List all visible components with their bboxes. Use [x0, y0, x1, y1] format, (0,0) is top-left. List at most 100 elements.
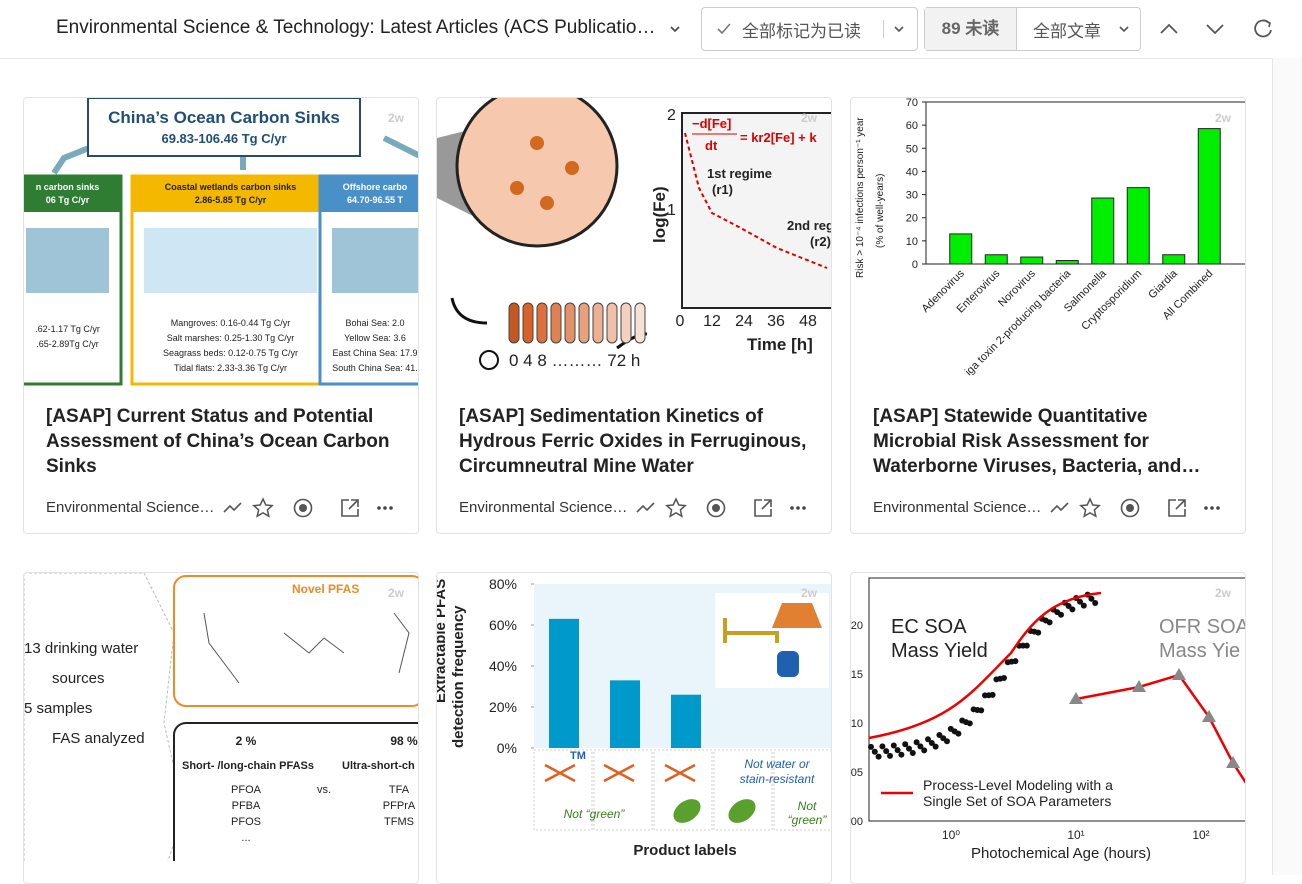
filter-dropdown[interactable]	[1117, 22, 1131, 36]
mark-dropdown[interactable]	[892, 22, 906, 36]
trend-icon[interactable]	[1050, 502, 1069, 513]
scatter-dot	[1035, 629, 1042, 636]
thumbnail: 0% 20% 40% 60% 80% Extractable PFASdetection …	[437, 576, 831, 859]
label-cell	[593, 749, 653, 831]
bar	[1055, 260, 1079, 265]
triangle	[1172, 668, 1186, 680]
panel-image	[144, 228, 317, 293]
star-icon[interactable]	[252, 497, 274, 518]
thumb-text: 98 %	[390, 734, 418, 748]
plot-area	[681, 112, 831, 309]
more-dot[interactable]	[377, 506, 381, 510]
article-title[interactable]: [ASAP] Current Status and Potential Asse…	[46, 406, 390, 477]
thumb-text: 05	[851, 767, 863, 779]
read-icon[interactable]	[293, 498, 313, 518]
y-tick-label: 20%	[489, 699, 517, 715]
feed-dropdown[interactable]	[668, 22, 682, 36]
actions	[1050, 497, 1220, 518]
thumb-text: Mass Yield	[891, 640, 988, 662]
thumb-text: dt	[705, 138, 718, 153]
more-dot[interactable]	[389, 506, 393, 510]
read-icon[interactable]	[706, 498, 726, 518]
thumb-text: PFPrA	[383, 800, 416, 812]
thumb-text: (r1)	[712, 182, 733, 197]
y-tick-label: 80%	[489, 576, 517, 592]
crossed-icon	[664, 763, 696, 783]
trend-icon[interactable]	[636, 502, 655, 513]
thumb-text: Seagrass beds: 0.12-0.75 Tg C/yr	[163, 348, 298, 358]
scrollbar[interactable]	[1272, 58, 1302, 875]
thumb-text: TFA	[389, 784, 410, 796]
article-card[interactable]: 0% 20% 40% 60% 80% Extractable PFAS detection …	[436, 572, 832, 884]
y-tick-label: 40%	[489, 658, 517, 674]
trend-icon[interactable]	[223, 502, 242, 513]
thumb-text: Coastal wetlands carbon sinks	[165, 182, 297, 192]
scatter-dot	[1012, 658, 1019, 665]
thumb-text: South China Sea: 41.	[332, 363, 418, 373]
panel-header	[320, 176, 418, 212]
more-dot[interactable]	[796, 506, 800, 510]
thumb-text: = kr2[Fe] + k	[740, 130, 817, 145]
age: 2w	[801, 586, 818, 600]
crossed-icon	[544, 763, 576, 783]
read-icon[interactable]	[1120, 498, 1140, 518]
open-icon[interactable]	[754, 499, 772, 517]
more-dot[interactable]	[1210, 506, 1214, 510]
scatter-dot	[966, 720, 973, 727]
thumb-text: 13 drinking water	[24, 640, 138, 657]
thumb-text: Product labels	[633, 842, 736, 859]
unread-count[interactable]: 89 未读	[925, 8, 1017, 50]
more-dot[interactable]	[1216, 506, 1220, 510]
y-tick-label: 60	[906, 120, 918, 132]
article-card[interactable]: Novel PFAS 13 drinking water sources 5 samp…	[23, 572, 419, 884]
scatter-dot	[1023, 642, 1030, 649]
feed-title[interactable]: Environmental Science & Technology: Late…	[56, 17, 662, 38]
more-dot[interactable]	[790, 506, 794, 510]
article-title[interactable]: [ASAP] Sedimentation Kinetics of Hydrous…	[459, 406, 807, 477]
more-dot[interactable]	[1204, 506, 1208, 510]
thumbnail-content: 0% 20% 40% 60% 80% Extractable PFASdetection …	[437, 576, 831, 859]
article-card[interactable]: EC SOA Mass Yield OFR SOA Mass Yie Process-L…	[850, 572, 1246, 884]
thumb-text: 5 samples	[24, 700, 92, 717]
article-card[interactable]: 0 10 20 30 40 50 60 70 Risk > 10⁻⁴ infections pe…	[850, 97, 1246, 534]
plot-frame	[868, 577, 1245, 822]
more-dot[interactable]	[383, 506, 387, 510]
thumb-text: Mass Yie	[1159, 640, 1240, 662]
read-dot	[712, 504, 720, 512]
open-icon[interactable]	[341, 499, 359, 517]
next-button[interactable]	[1206, 24, 1224, 35]
age: 2w	[388, 586, 405, 600]
filter-group: 89 未读 全部文章	[924, 7, 1141, 51]
thumb-text: Not	[798, 799, 817, 813]
thumb-text: 2nd reg	[787, 218, 831, 233]
read-dot	[1126, 504, 1134, 512]
refresh-button[interactable]	[1254, 19, 1272, 38]
thumb-text: sources	[52, 670, 105, 687]
thumb-text: 0	[676, 313, 685, 330]
mark-read-group: 全部标记为已读	[701, 7, 918, 51]
more-dot[interactable]	[802, 506, 806, 510]
thumbnail-content: 0 10 20 30 40 50 60 70 Risk > 10⁻⁴ infections pe…	[855, 98, 1245, 378]
filter[interactable]: 全部文章	[1033, 21, 1101, 41]
thumb-text: 10⁰	[942, 828, 960, 842]
actions	[223, 497, 393, 518]
heading-box	[87, 98, 361, 157]
open-icon[interactable]	[1168, 499, 1186, 517]
article-card[interactable]: China’s Ocean Carbon Sinks 69.83-106.46 T…	[23, 97, 419, 534]
map	[24, 573, 185, 861]
prev-button[interactable]	[1160, 23, 1178, 34]
test-tube	[508, 302, 520, 344]
star-icon[interactable]	[1079, 497, 1101, 518]
y-tick-label: 30	[906, 190, 918, 202]
test-tube	[578, 302, 590, 344]
thumbnail-content: −d[Fe] dt = kr2[Fe] + k 1st regime(r1) 2nd r…	[437, 98, 831, 370]
particle	[510, 181, 524, 195]
mark-all-read[interactable]: 全部标记为已读	[742, 21, 861, 41]
star-icon[interactable]	[665, 497, 687, 518]
article-card[interactable]: −d[Fe] dt = kr2[Fe] + k 1st regime (r1) 2nd r…	[436, 97, 832, 534]
scatter-dot	[928, 740, 935, 747]
article-title[interactable]: [ASAP] Statewide Quantitative Microbial …	[873, 406, 1201, 477]
thumb-text: −d[Fe]	[692, 116, 731, 131]
